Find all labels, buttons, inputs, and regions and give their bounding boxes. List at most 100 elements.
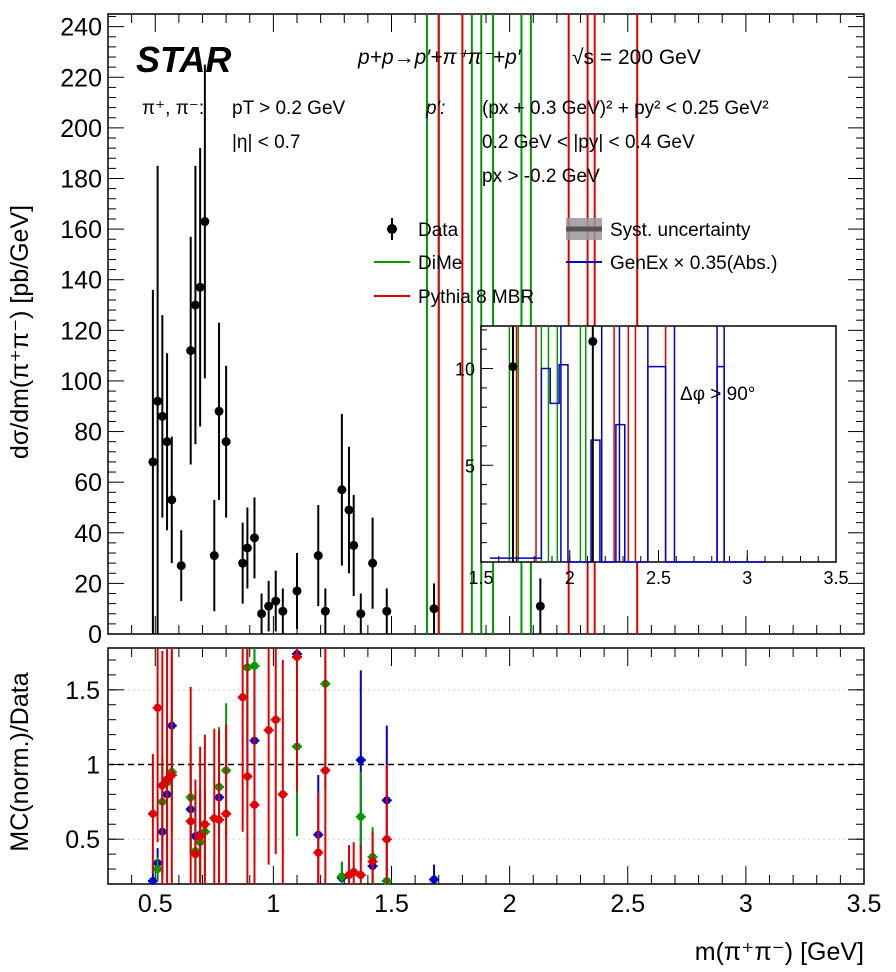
pythia-ratio-point: [271, 715, 280, 724]
pythia-ratio-point: [243, 772, 252, 781]
pythia-ratio-point: [250, 800, 259, 809]
data-point: [313, 551, 323, 561]
inset-genex-histogram: [489, 363, 765, 563]
pythia-ratio-point: [167, 770, 176, 779]
ratio-points: [147, 648, 440, 886]
top-y-tick-label: 0: [88, 621, 102, 649]
data-point: [535, 601, 545, 611]
top-y-tick-label: 40: [74, 520, 102, 548]
proton-cut-1: (px + 0.3 GeV)² + py² < 0.25 GeV²: [482, 98, 769, 119]
data-point: [356, 609, 366, 619]
ratio-x-tick-label: 2.5: [610, 890, 645, 918]
pion-eta-cut: |η| < 0.7: [232, 132, 301, 153]
ratio-y-tick-label: 1.5: [65, 677, 100, 705]
top-y-tick-label: 20: [74, 570, 102, 598]
legend: Data Syst. uncertainty DiMe GenEx × 0.35…: [374, 218, 777, 308]
data-point: [292, 586, 302, 596]
pythia-ratio-point: [200, 820, 209, 829]
top-data-points: [148, 64, 545, 634]
annotations: STAR p+p→p′+π⁺π⁻+p′ √s = 200 GeV π⁺, π⁻:…: [6, 39, 864, 966]
data-point: [195, 282, 205, 292]
data-point: [429, 604, 439, 614]
x-axis-label: m(π⁺π⁻) [GeV]: [695, 938, 864, 966]
inset-y-tick-label: 10: [455, 360, 475, 380]
pythia-ratio-point: [215, 815, 224, 824]
ratio-x-tick-label: 3.5: [847, 890, 882, 918]
data-point: [153, 396, 163, 406]
dime-ratio-point: [153, 865, 162, 874]
pythia-ratio-point: [196, 832, 205, 841]
data-point: [344, 505, 354, 515]
data-point: [221, 437, 231, 447]
pythia-ratio-point: [382, 835, 391, 844]
data-point: [157, 411, 167, 421]
data-point: [190, 300, 200, 310]
ratio-y-tick-label: 1: [86, 752, 100, 780]
proton-cut-2: 0.2 GeV < |py| < 0.4 GeV: [482, 132, 695, 153]
top-y-axis-label: dσ/dm(π⁺π⁻) [pb/GeV]: [6, 205, 34, 459]
dime-ratio-point: [337, 872, 346, 881]
legend-genex-label: GenEx × 0.35(Abs.): [610, 253, 777, 274]
pythia-ratio-point: [153, 703, 162, 712]
data-point: [278, 606, 288, 616]
data-point: [186, 346, 196, 356]
proton-cut-3: px > -0.2 GeV: [482, 166, 600, 187]
pythia-ratio-point: [191, 850, 200, 859]
data-point: [209, 551, 219, 561]
pythia-ratio-point: [356, 871, 365, 880]
pythia-ratio-point: [314, 848, 323, 857]
top-y-tick-label: 220: [60, 64, 102, 92]
pythia-ratio-point: [238, 693, 247, 702]
data-point: [162, 437, 172, 447]
pythia-ratio-point: [148, 809, 157, 818]
ratio-x-tick-label: 1.5: [374, 890, 409, 918]
inset-data-point: [508, 362, 518, 372]
pion-pt-cut: pT > 0.2 GeV: [232, 98, 346, 119]
ratio-x-tick-label: 3: [739, 890, 753, 918]
data-point: [249, 533, 259, 543]
data-point: [382, 606, 392, 616]
data-point: [176, 561, 186, 571]
data-point: [271, 596, 281, 606]
ratio-x-tick-label: 0.5: [138, 890, 173, 918]
data-point: [368, 558, 378, 568]
inset-data-point: [588, 336, 598, 346]
process-label: p+p→p′+π⁺π⁻+p′: [357, 46, 522, 69]
genex-ratio-point: [148, 877, 157, 886]
pythia-ratio-point: [349, 868, 358, 877]
dime-ratio-point: [250, 661, 259, 670]
data-point: [214, 406, 224, 416]
inset-x-tick-label: 2: [565, 568, 575, 588]
top-panel: 0 20 40 60 80 100 120 140 160 180 200 220 240: [60, 13, 865, 649]
data-point: [349, 540, 359, 550]
inset-panel: 5 10 1.5 2 2.5 3 3.5: [455, 325, 849, 588]
data-point: [148, 457, 158, 467]
inset-x-tick-label: 1.5: [468, 568, 493, 588]
top-y-tick-label: 140: [60, 267, 102, 295]
ratio-x-tick-label: 2: [503, 890, 517, 918]
pythia-ratio-point: [278, 790, 287, 799]
legend-data-label: Data: [418, 220, 459, 241]
ratio-panel: 0.5 1 1.5 0.5 1 1.5 2 2.5 3 3.5: [65, 647, 882, 918]
ratio-y-axis-label: MC(norm.)/Data: [6, 672, 34, 851]
experiment-label: STAR: [136, 39, 231, 80]
inset-y-tick-label: 5: [465, 456, 475, 476]
top-y-tick-label: 100: [60, 368, 102, 396]
data-point: [242, 543, 252, 553]
pythia-ratio-point: [158, 781, 167, 790]
legend-syst-label: Syst. uncertainty: [610, 220, 751, 241]
dime-ratio-point: [356, 812, 365, 821]
ratio-x-tick-label: 1: [266, 890, 280, 918]
pythia-ratio-point: [368, 857, 377, 866]
legend-pythia-label: Pythia 8 MBR: [418, 287, 534, 308]
pythia-ratio-point: [186, 817, 195, 826]
top-y-tick-label: 160: [60, 216, 102, 244]
top-y-tick-label: 60: [74, 469, 102, 497]
genex-ratio-point: [356, 756, 365, 765]
top-y-tick-label: 80: [74, 419, 102, 447]
genex-ratio-point: [430, 875, 439, 884]
top-y-tick-label: 200: [60, 115, 102, 143]
legend-dime-label: DiMe: [418, 253, 462, 274]
pythia-ratio-point: [222, 809, 231, 818]
